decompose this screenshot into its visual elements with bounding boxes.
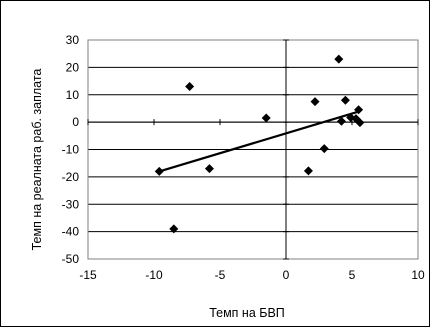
y-tick-label-6: 10 — [66, 88, 80, 102]
y-axis-label: Темп на реалната раб. заплата — [30, 69, 44, 251]
y-tick-label-4: -10 — [62, 143, 80, 157]
data-point-13 — [319, 144, 329, 154]
y-tick-label-1: -40 — [62, 225, 80, 239]
y-tick-label-8: 30 — [66, 33, 80, 47]
data-point-9 — [336, 116, 346, 126]
data-point-1 — [261, 113, 271, 123]
gridlines — [88, 39, 418, 260]
data-point-0 — [185, 82, 195, 92]
trendline-group — [158, 110, 361, 173]
data-point-14 — [303, 166, 313, 176]
y-tick-label-3: -20 — [62, 170, 80, 184]
x-tick-label-1: -10 — [145, 268, 163, 282]
x-tick-label-5: 10 — [411, 268, 425, 282]
data-point-4 — [169, 224, 179, 234]
x-tick-label-4: 5 — [349, 268, 356, 282]
plot-area — [87, 39, 419, 260]
data-point-5 — [334, 54, 344, 64]
trendline — [158, 110, 361, 173]
y-tick-label-5: 0 — [72, 115, 79, 129]
data-point-6 — [310, 97, 320, 107]
y-tick-label-7: 20 — [66, 60, 80, 74]
x-tick-label-2: -5 — [215, 268, 226, 282]
data-point-3 — [204, 164, 214, 174]
x-axis-label: Темп на БВП — [209, 306, 285, 320]
x-tick-label-3: 0 — [283, 268, 290, 282]
y-tick-label-0: -50 — [62, 252, 80, 266]
data-point-12 — [355, 118, 365, 128]
x-tick-label-0: -15 — [79, 268, 97, 282]
y-tick-label-2: -30 — [62, 197, 80, 211]
data-point-7 — [340, 95, 350, 105]
data-points — [154, 54, 365, 234]
